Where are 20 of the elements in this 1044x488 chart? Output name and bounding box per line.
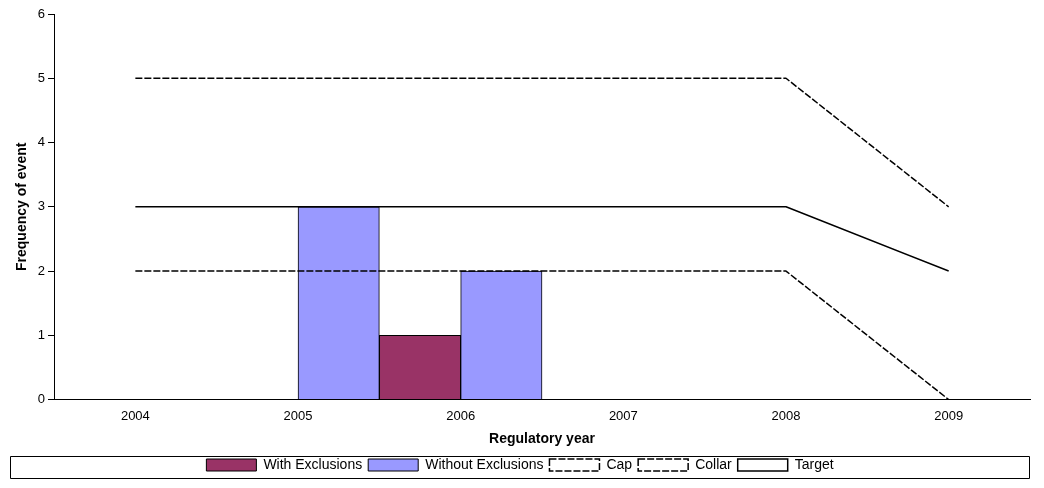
y-tick-label: 5 (37, 69, 46, 85)
legend-label: With Exclusions (263, 455, 363, 472)
y-tick-label: 2 (37, 262, 46, 278)
y-tick-label: 3 (37, 198, 46, 214)
legend-label: Cap (606, 455, 633, 472)
x-tick-label: 2004 (120, 407, 150, 423)
x-tick-label: 2006 (446, 407, 476, 423)
y-tick-label: 4 (37, 134, 46, 150)
x-tick-label: 2008 (771, 407, 801, 423)
x-tick-label: 2005 (283, 407, 313, 423)
y-tick-label: 1 (37, 326, 46, 342)
y-axis-title: Frequency of event (13, 142, 30, 271)
legend-label: Without Exclusions (425, 455, 544, 472)
x-tick-label: 2009 (934, 407, 964, 423)
x-axis-title: Regulatory year (489, 430, 596, 447)
legend-label: Target (794, 455, 834, 472)
y-tick-label: 0 (37, 391, 46, 407)
legend-label: Collar (695, 455, 733, 472)
x-tick-label: 2007 (608, 407, 638, 423)
y-tick-label: 6 (37, 5, 46, 21)
